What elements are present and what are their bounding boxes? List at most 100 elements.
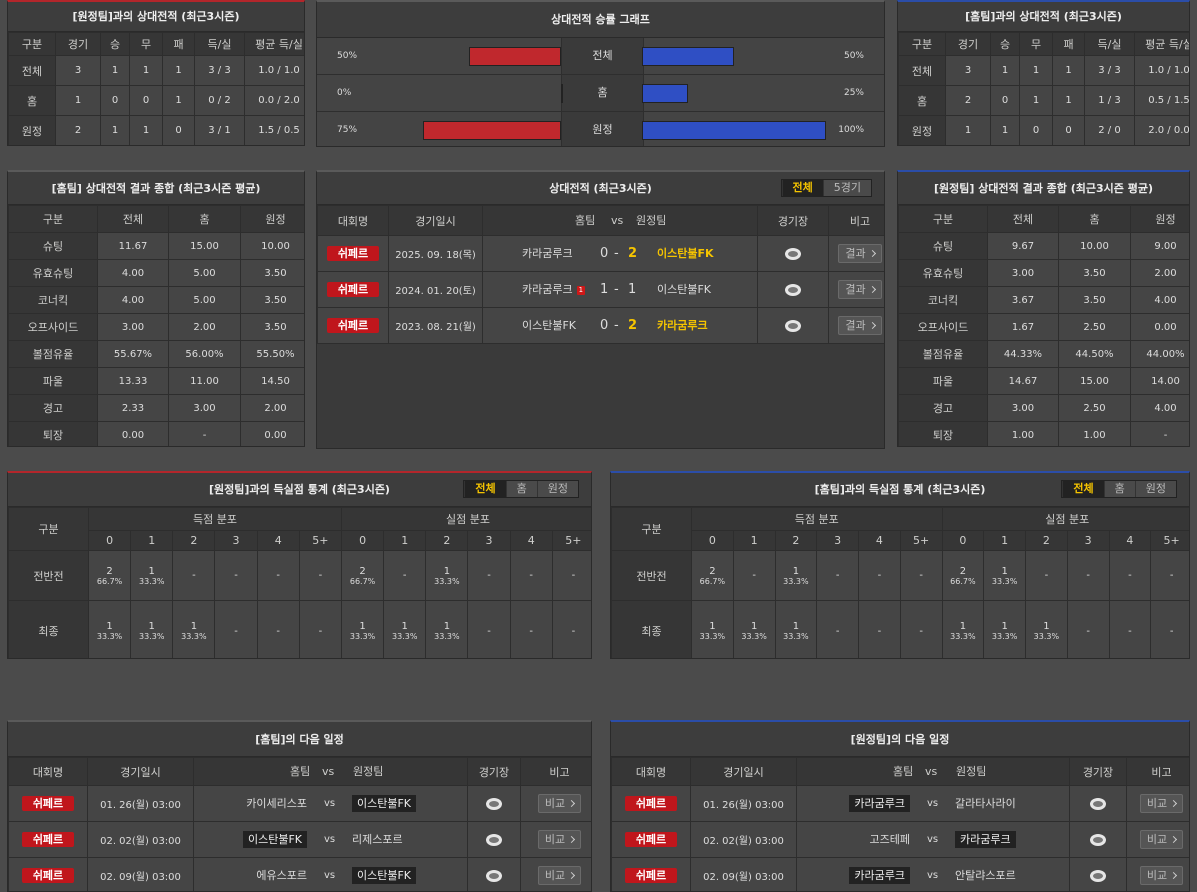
table-cell: 1 <box>1019 55 1053 86</box>
away-score: 1 <box>628 282 637 297</box>
table-row: 최종 1 33.3% 1 33.3% 1 33.3% - - -1 33.3% 1 33.3% 1 33.3… <box>8 600 591 658</box>
row-header: 오프사이드 <box>8 313 98 341</box>
tab[interactable]: 홈 <box>1103 481 1135 497</box>
venue-icon-part <box>489 800 499 807</box>
table-cell: - <box>899 550 943 601</box>
home-team-name: 카라굼루크 <box>522 283 573 296</box>
away-team-name: 이스탄불FK <box>352 795 417 812</box>
title-text: [원정팀] 상대전적 결과 종합 (최근3시즌 평균) <box>934 182 1153 195</box>
column-header-part: 홈팀 <box>893 765 914 778</box>
tab[interactable]: 전체 <box>1062 481 1104 497</box>
table-cell: 3.50 <box>240 259 304 287</box>
table-cell: 1 <box>55 85 101 116</box>
table-row: 경고 2.33 3.00 2.00 <box>8 394 304 422</box>
bucket-header: 1 <box>130 530 174 551</box>
match: 카라굼루크 vs 안탈랴스포르 <box>798 859 1069 892</box>
home-team: 카라굼루크 <box>849 787 910 821</box>
note-cell: 비교 <box>1126 785 1189 822</box>
table-cell: 1 <box>945 115 991 145</box>
table-cell: 2.33 <box>97 394 169 422</box>
table-cell: 3.67 <box>987 286 1059 314</box>
tab[interactable]: 전체 <box>781 180 823 196</box>
goal-pct: 33.3% <box>783 632 809 641</box>
table-cell: - <box>858 550 901 601</box>
venue-icon-part <box>1093 836 1103 843</box>
match-header: 홈팀 vs 원정팀 <box>798 759 1069 785</box>
note-button[interactable]: 비교 <box>1139 794 1184 813</box>
table-row: 최종 1 33.3% 1 33.3% 1 33.3% - - -1 33.3% 1 33.3% 1 33.3… <box>611 600 1189 658</box>
tab[interactable]: 홈 <box>505 481 537 497</box>
table-cell: 1 <box>1052 55 1085 86</box>
title-text: [원정팀]과의 득실점 통계 (최근3시즌) <box>209 483 390 496</box>
panel-title: 상대전적 (최근3시즌) 전체 5경기 <box>317 172 884 205</box>
row-header: 파울 <box>8 367 98 395</box>
tab[interactable]: 5경기 <box>822 180 871 196</box>
note-button[interactable]: 비교 <box>1139 866 1184 885</box>
league-cell: 쉬페르 <box>317 307 389 344</box>
match-header: 홈팀 vs 원정팀 <box>195 759 467 785</box>
tab[interactable]: 원정 <box>536 481 578 497</box>
table-cell: - <box>1066 550 1110 601</box>
bucket-header: 3 <box>1066 530 1110 551</box>
graph-category: 원정 <box>561 112 644 146</box>
goal-count: 1 <box>359 621 366 632</box>
panel: 상대전적 (최근3시즌) 전체 5경기 대회명 경기일시 홈팀 vs 원정팀 경기장 비고 쉬페르 2… <box>316 170 885 449</box>
table-cell: 2 <box>55 115 101 145</box>
table-cell: 9.00 <box>1130 232 1189 260</box>
table-cell: 2.00 <box>240 394 304 422</box>
row-header: 전반전 <box>611 550 692 601</box>
goal-pct: 33.3% <box>139 632 165 641</box>
goal-pct: 33.3% <box>434 632 460 641</box>
tab[interactable]: 원정 <box>1134 481 1176 497</box>
table-row: 퇴장 1.00 1.00- <box>898 421 1189 446</box>
table-cell: 2 <box>945 85 991 116</box>
note-cell: 비교 <box>520 785 591 822</box>
table-cell: 2 66.7% <box>340 550 385 601</box>
table-cell: 4.00 <box>1130 286 1189 314</box>
table-cell: - <box>858 600 901 658</box>
note-button[interactable]: 비교 <box>537 830 582 849</box>
column-header: 구분 <box>8 32 56 56</box>
league-badge: 쉬페르 <box>625 796 677 811</box>
note-button[interactable]: 결과 <box>838 244 882 263</box>
table-cell: 1 33.3% <box>941 600 985 658</box>
note-button[interactable]: 비교 <box>537 866 582 885</box>
goal-pct: 33.3% <box>991 576 1018 586</box>
column-header: 경기일시 <box>690 757 797 786</box>
panel-title: [원정팀]과의 득실점 통계 (최근3시즌) 전체 홈 원정 <box>8 473 591 507</box>
table-cell: 1 <box>162 85 195 116</box>
header-row: 구분 전체 홈 원정 <box>898 205 1189 233</box>
venue-icon <box>785 283 801 296</box>
panel: [원정팀]과의 득실점 통계 (최근3시즌) 전체 홈 원정 구분 득점 분포 실점 분포 0… <box>7 471 592 659</box>
table-cell: 10.00 <box>240 232 304 260</box>
row-header: 퇴장 <box>8 421 98 446</box>
column-header: 전체 <box>97 205 169 233</box>
column-header: 패 <box>162 32 195 56</box>
row-header: 코너킥 <box>8 286 98 314</box>
note-button[interactable]: 비교 <box>1139 830 1184 849</box>
button-label: 비교 <box>544 869 566 882</box>
table-row: 전체 3 1 1 1 3 / 3 1.0 / 1.0 <box>898 55 1189 86</box>
table-cell: 2.50 <box>1058 313 1131 341</box>
match-cell: 카이세리스포 vs 이스탄불FK <box>193 785 468 822</box>
tab[interactable]: 전체 <box>464 481 506 497</box>
venue-icon <box>785 247 801 260</box>
note-button[interactable]: 결과 <box>838 280 882 299</box>
datetime-cell: 01. 26(월) 03:00 <box>87 785 194 822</box>
table-cell: 0.00 <box>240 421 304 446</box>
score-separator: - <box>614 282 619 297</box>
away-score: 2 <box>628 246 638 261</box>
table-cell: - <box>1066 600 1110 658</box>
row-header: 경고 <box>898 394 988 422</box>
match-cell: 고즈테페 vs 카라굼루크 <box>796 821 1070 858</box>
graph-value-label: 25% <box>843 88 864 98</box>
column-header: 구분 <box>898 205 988 233</box>
note-button[interactable]: 비교 <box>537 794 582 813</box>
goal-pct: 33.3% <box>96 632 123 641</box>
panel: [원정팀]과의 상대전적 (최근3시즌) 구분 경기 승 무 패 득/실 평균 득/실 전체 3 1… <box>7 0 305 146</box>
table-cell: 3.00 <box>987 394 1059 422</box>
away-team: 이스탄불FK <box>657 283 712 296</box>
note-button[interactable]: 결과 <box>838 316 882 335</box>
goal-pct: 33.3% <box>434 576 460 586</box>
title-text: [홈팀]의 다음 일정 <box>255 733 344 746</box>
